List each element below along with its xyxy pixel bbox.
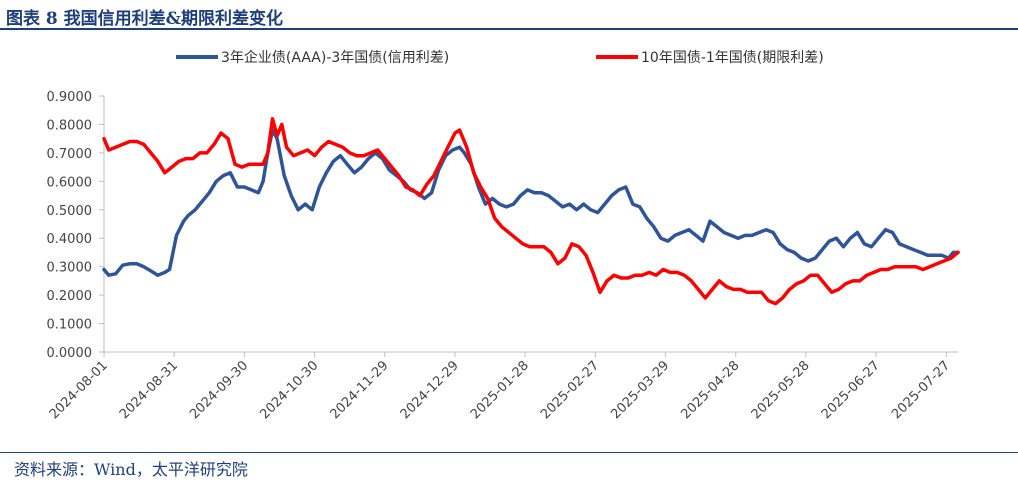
x-tick-label: 2024-09-30 <box>187 358 251 422</box>
source-note: 资料来源：Wind，太平洋研究院 <box>14 460 248 479</box>
y-tick-label: 0.0000 <box>47 346 93 361</box>
series-line-credit-spread <box>102 128 960 277</box>
chart-legend: 3年企业债(AAA)-3年国债(信用利差) 10年国债-1年国债(期限利差) <box>176 49 824 66</box>
x-tick-label: 2024-11-29 <box>328 358 392 422</box>
x-tick-label: 2024-08-31 <box>117 358 181 422</box>
figure-title: 图表 8 我国信用利差&期限利差变化 <box>6 9 284 29</box>
line-chart: 3年企业债(AAA)-3年国债(信用利差) 10年国债-1年国债(期限利差) 0.… <box>47 49 960 422</box>
legend-label: 3年企业债(AAA)-3年国债(信用利差) <box>221 49 449 66</box>
y-tick-label: 0.8000 <box>47 118 93 133</box>
title-rule <box>0 28 1018 30</box>
x-axis: 2024-08-01 2024-08-31 2024-09-30 2024-10-30… <box>47 351 958 422</box>
x-tick-label: 2025-07-27 <box>889 358 953 422</box>
y-tick-label: 0.4000 <box>47 232 93 247</box>
x-tick-label: 2025-05-28 <box>749 358 813 422</box>
x-tick-label: 2025-03-29 <box>608 358 672 422</box>
y-tick-label: 0.3000 <box>47 261 93 276</box>
series-line-term-spread <box>102 117 960 306</box>
x-tick-label: 2025-02-27 <box>538 358 602 422</box>
x-tick-label: 2025-06-27 <box>819 358 883 422</box>
x-tick-label: 2024-12-29 <box>398 358 462 422</box>
legend-label: 10年国债-1年国债(期限利差) <box>641 50 824 66</box>
y-tick-label: 0.9000 <box>47 90 93 105</box>
y-axis: 0.0000 0.1000 0.2000 0.3000 0.4000 0.5000 0.60… <box>47 90 105 361</box>
x-tick-label: 2025-04-28 <box>679 358 743 422</box>
y-tick-label: 0.1000 <box>47 318 93 333</box>
x-tick-label: 2024-10-30 <box>257 358 321 422</box>
x-tick-label: 2024-08-01 <box>47 358 111 422</box>
y-tick-label: 0.7000 <box>47 147 93 162</box>
y-tick-label: 0.5000 <box>47 204 93 219</box>
y-tick-label: 0.2000 <box>47 289 93 304</box>
source-rule <box>0 452 1018 453</box>
y-tick-label: 0.6000 <box>47 175 93 190</box>
series-layer <box>102 117 960 306</box>
x-tick-label: 2025-01-28 <box>468 358 532 422</box>
